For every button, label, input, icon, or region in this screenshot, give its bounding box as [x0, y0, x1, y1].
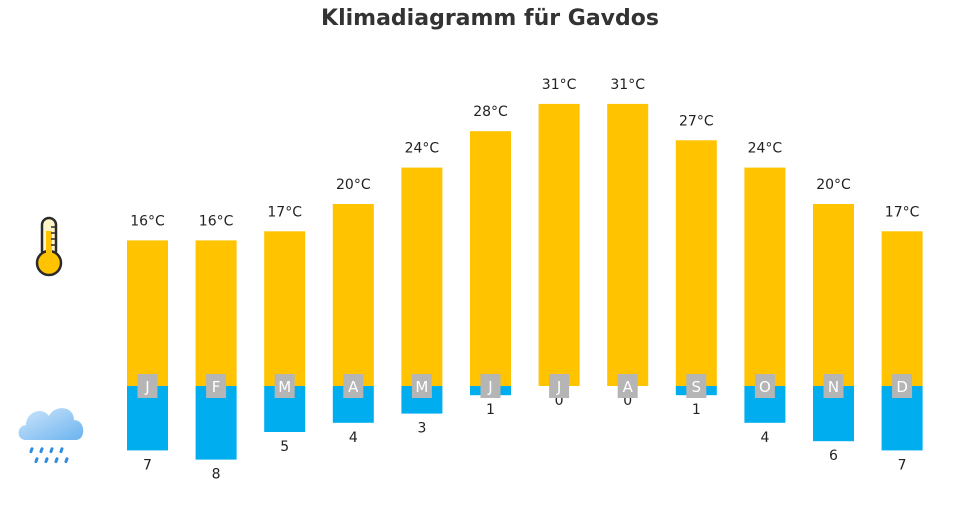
month-label-background [343, 374, 364, 398]
month-label: J [144, 378, 149, 396]
temperature-bar [401, 167, 443, 386]
temperature-label: 28°C [473, 104, 508, 120]
temperature-label: 20°C [816, 177, 851, 193]
temperature-label: 24°C [405, 141, 440, 157]
temperature-bar [881, 231, 923, 386]
temperature-bar [813, 204, 854, 386]
chart-title: Klimadiagramm für Gavdos [321, 6, 659, 31]
precipitation-label: 8 [212, 467, 221, 483]
temperature-label: 31°C [610, 77, 645, 93]
precipitation-label: 0 [623, 393, 632, 409]
temperature-bar [607, 103, 649, 387]
month-label: A [623, 378, 634, 396]
precipitation-label: 0 [555, 393, 564, 409]
rain-cloud-icon [18, 408, 84, 464]
month-label: J [487, 378, 492, 396]
month-label-background [411, 374, 432, 398]
month-label-background [206, 374, 227, 398]
month-label-background [137, 374, 158, 398]
month-label: A [348, 378, 359, 396]
temperature-bar [332, 204, 374, 386]
temperature-label: 16°C [130, 213, 165, 229]
month-label-background [480, 374, 501, 398]
precipitation-label: 1 [486, 402, 495, 418]
precipitation-label: 4 [760, 430, 769, 446]
thermometer-icon [35, 216, 63, 277]
temperature-bar [195, 240, 237, 386]
month-label: M [278, 378, 291, 396]
precipitation-label: 7 [143, 457, 152, 473]
precipitation-label: 7 [898, 457, 907, 473]
month-label: M [415, 378, 428, 396]
precipitation-label: 4 [349, 430, 358, 446]
month-label: S [692, 378, 702, 396]
month-label: F [212, 378, 221, 396]
month-label-background [274, 374, 295, 398]
precipitation-bar [195, 386, 237, 460]
temperature-label: 17°C [885, 204, 920, 220]
month-label: D [896, 378, 908, 396]
temperature-bar [675, 140, 717, 386]
month-label: O [759, 378, 771, 396]
month-label-background [686, 374, 707, 398]
temperature-label: 24°C [748, 141, 783, 157]
precipitation-label: 3 [417, 421, 426, 437]
temperature-label: 16°C [199, 213, 234, 229]
month-label-background [549, 374, 570, 398]
temperature-label: 17°C [267, 204, 302, 220]
precipitation-label: 5 [280, 439, 289, 455]
month-label-background [754, 374, 775, 398]
temperature-bar [127, 240, 168, 386]
temperature-label: 31°C [542, 77, 577, 93]
month-label: N [828, 378, 839, 396]
temperature-bar [538, 103, 580, 387]
temperature-label: 20°C [336, 177, 371, 193]
precipitation-label: 6 [829, 448, 838, 464]
temperature-bar [744, 167, 786, 386]
month-label-background [892, 374, 913, 398]
month-label-background [823, 374, 844, 398]
precipitation-label: 1 [692, 402, 701, 418]
temperature-bar [264, 231, 306, 386]
month-label-background [617, 374, 638, 398]
temperature-bar [470, 131, 511, 386]
temperature-label: 27°C [679, 113, 714, 129]
month-label: J [556, 378, 561, 396]
